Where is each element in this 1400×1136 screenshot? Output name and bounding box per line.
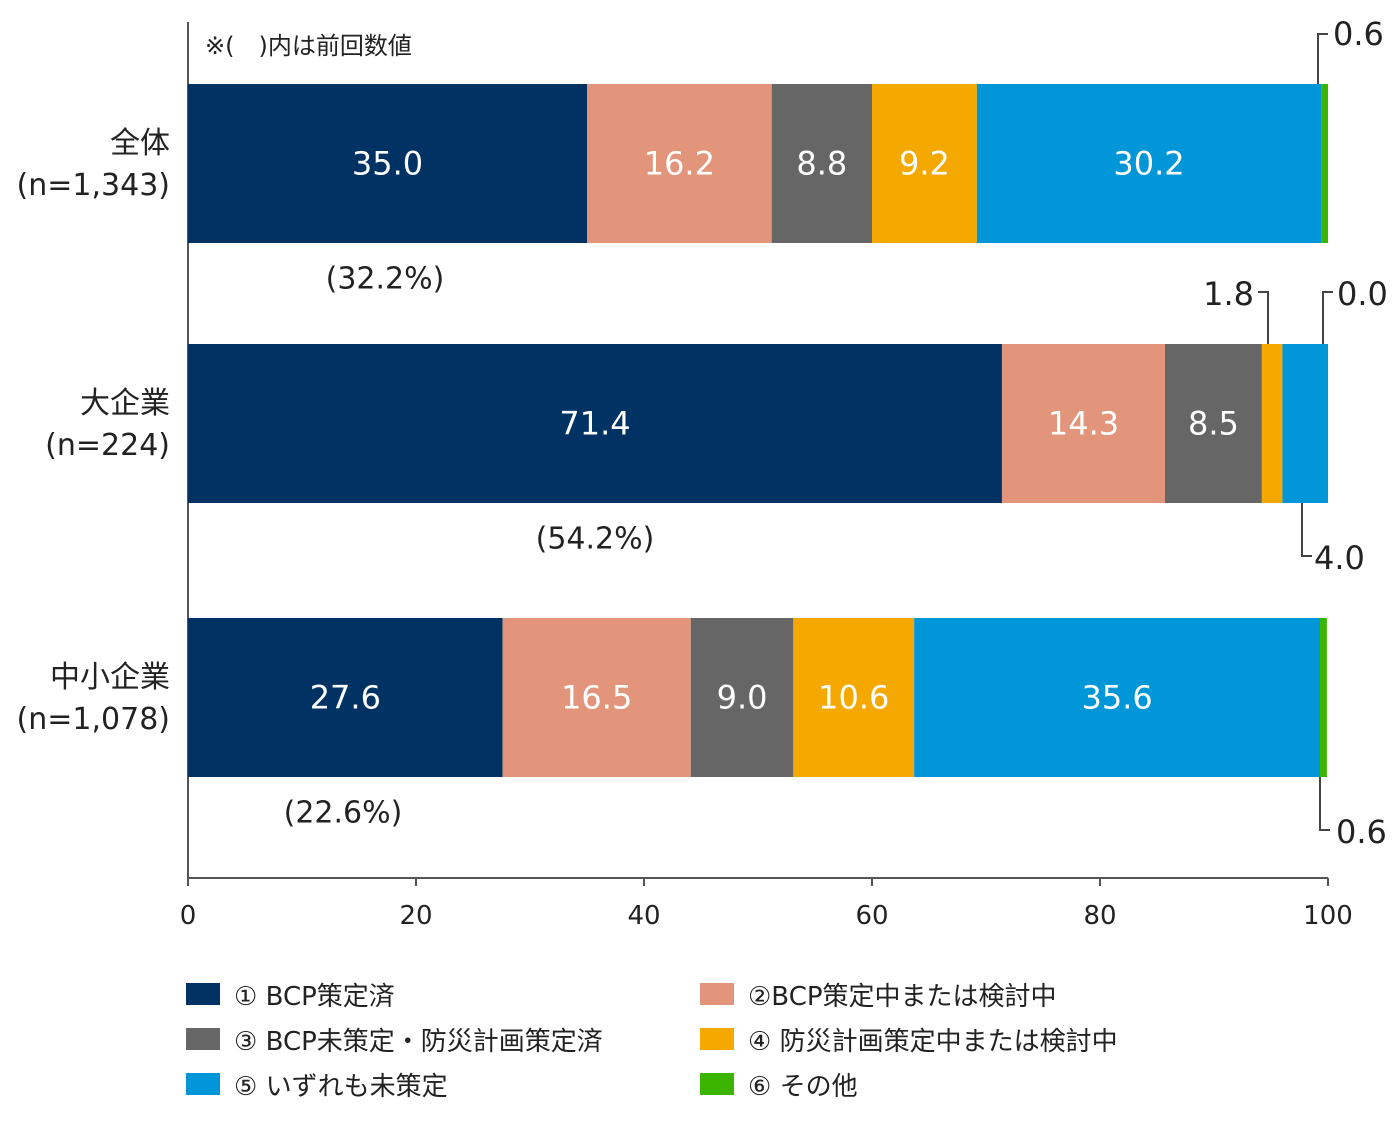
callout-label-1-4-leader — [1301, 503, 1312, 557]
bar-segment-0-0 — [188, 84, 587, 243]
bar-segment-0-5 — [1321, 84, 1328, 243]
callout-label-2-5-leader — [1319, 777, 1330, 831]
bar-segment-2-2 — [690, 618, 794, 777]
value-label-0-2: 8.8 — [796, 145, 847, 183]
bar-segment-0-1 — [587, 84, 772, 243]
x-tick-label-0: 0 — [180, 901, 197, 931]
previous-value-0: (32.2%) — [326, 262, 445, 297]
category-n-2: (n=1,078) — [17, 702, 170, 737]
category-n-0: (n=1,343) — [17, 168, 170, 203]
bar-segment-0-3 — [872, 84, 977, 243]
category-label-1: 大企業 — [80, 386, 170, 421]
value-label-2-0: 27.6 — [310, 679, 381, 717]
bar-segment-1-4 — [1282, 344, 1328, 503]
bar-segment-2-1 — [502, 618, 691, 777]
x-tick-label-2: 40 — [627, 901, 660, 931]
x-tick-label-5: 100 — [1303, 901, 1353, 931]
x-tick-label-1: 20 — [399, 901, 432, 931]
previous-value-2: (22.6%) — [284, 796, 403, 831]
value-label-2-4: 35.6 — [1081, 679, 1152, 717]
callout-label-1-4: 4.0 — [1314, 539, 1365, 577]
bar-segment-1-1 — [1001, 344, 1165, 503]
bar-segment-1-2 — [1164, 344, 1262, 503]
bar-segment-2-4 — [914, 618, 1321, 777]
value-label-0-4: 30.2 — [1113, 145, 1184, 183]
value-label-1-1: 14.3 — [1048, 405, 1119, 443]
value-label-0-3: 9.2 — [899, 145, 950, 183]
callout-label-1-5: 0.0 — [1337, 275, 1388, 313]
previous-value-1: (54.2%) — [536, 522, 655, 557]
value-label-1-0: 71.4 — [559, 405, 630, 443]
bar-segment-2-5 — [1320, 618, 1327, 777]
callout-label-1-3-leader — [1258, 291, 1269, 344]
bar-segment-0-4 — [976, 84, 1322, 243]
bar-segment-1-3 — [1261, 344, 1283, 503]
value-label-2-3: 10.6 — [818, 679, 889, 717]
previous-value-note: ※( )内は前回数値 — [205, 32, 412, 60]
value-label-2-1: 16.5 — [561, 679, 632, 717]
value-label-2-2: 9.0 — [717, 679, 768, 717]
category-n-1: (n=224) — [45, 428, 170, 463]
callout-label-2-5: 0.6 — [1336, 813, 1387, 851]
category-label-0: 全体 — [110, 126, 170, 161]
callout-label-1-3: 1.8 — [1203, 275, 1254, 313]
callout-label-1-5-leader — [1322, 291, 1333, 344]
value-label-0-1: 16.2 — [644, 145, 715, 183]
bar-segment-1-0 — [188, 344, 1002, 503]
category-label-2: 中小企業 — [50, 660, 170, 695]
callout-label-0-5-leader — [1317, 33, 1328, 84]
bar-segment-2-0 — [188, 618, 503, 777]
x-tick-label-4: 80 — [1083, 901, 1116, 931]
bar-segment-0-2 — [771, 84, 872, 243]
value-label-0-0: 35.0 — [352, 145, 423, 183]
x-tick-label-3: 60 — [855, 901, 888, 931]
bar-segment-2-3 — [793, 618, 915, 777]
value-label-1-2: 8.5 — [1188, 405, 1239, 443]
callout-label-0-5: 0.6 — [1333, 15, 1384, 53]
